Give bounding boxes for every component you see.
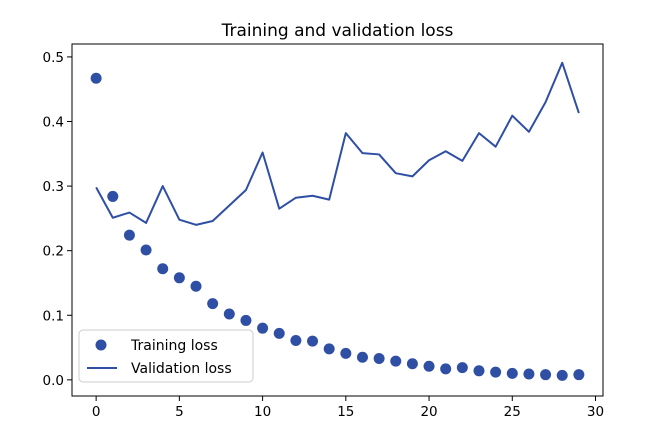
legend: Training loss Validation loss: [78, 329, 254, 383]
plot-area-frame: [71, 43, 604, 397]
x-tick-label-15: 15: [337, 404, 354, 420]
y-tick-label-0.0: 0.0: [43, 373, 64, 389]
training-loss-point-11: [273, 327, 285, 339]
legend-marker-training-loss: [95, 339, 107, 351]
training-loss-point-27: [540, 369, 552, 381]
training-loss-point-10: [257, 322, 269, 334]
training-loss-point-1: [107, 190, 119, 202]
training-loss-point-2: [123, 229, 135, 241]
y-tick-label-0.2: 0.2: [43, 244, 64, 260]
validation-loss-line: [95, 61, 580, 226]
legend-label-validation-loss: Validation loss: [131, 361, 232, 377]
y-axis: 0.0 0.1 0.2 0.3 0.4 0.5: [43, 50, 72, 389]
training-loss-point-21: [440, 363, 452, 375]
y-tick-label-0.1: 0.1: [43, 308, 64, 324]
x-tick-label-0: 0: [92, 404, 101, 420]
training-loss-point-0: [90, 72, 102, 84]
x-tick-label-5: 5: [175, 404, 184, 420]
training-loss-point-4: [157, 263, 169, 275]
training-loss-point-18: [390, 355, 402, 367]
training-loss-point-23: [473, 365, 485, 377]
y-tick-label-0.5: 0.5: [43, 50, 64, 66]
x-axis: 0 5 10 15 20 25 30: [92, 396, 604, 420]
training-loss-point-17: [373, 353, 385, 365]
chart-title: Training and validation loss: [221, 21, 454, 41]
training-loss-point-20: [423, 360, 435, 372]
training-loss-point-29: [573, 369, 585, 381]
legend-label-training-loss: Training loss: [130, 338, 218, 354]
training-loss-point-13: [307, 335, 319, 347]
training-loss-point-15: [340, 347, 352, 359]
training-loss-point-26: [523, 368, 535, 380]
training-loss-point-28: [556, 369, 568, 381]
plot-marks: [90, 61, 585, 381]
training-loss-point-7: [207, 298, 219, 310]
legend-box: [78, 329, 254, 383]
training-loss-point-8: [223, 308, 235, 320]
training-loss-point-25: [506, 367, 518, 379]
training-loss-point-14: [323, 343, 335, 355]
training-loss-point-16: [356, 351, 368, 363]
training-loss-point-6: [190, 280, 202, 292]
training-loss-point-22: [456, 362, 468, 374]
x-tick-label-10: 10: [254, 404, 271, 420]
y-tick-label-0.4: 0.4: [43, 115, 64, 131]
training-loss-point-9: [240, 314, 252, 326]
x-tick-label-30: 30: [587, 404, 604, 420]
training-loss-point-19: [406, 358, 418, 370]
y-tick-label-0.3: 0.3: [43, 179, 64, 195]
x-tick-label-25: 25: [504, 404, 521, 420]
x-tick-label-20: 20: [420, 404, 437, 420]
training-loss-point-24: [490, 366, 502, 378]
training-loss-point-12: [290, 334, 302, 346]
training-loss-point-3: [140, 244, 152, 256]
training-loss-point-5: [173, 272, 185, 284]
